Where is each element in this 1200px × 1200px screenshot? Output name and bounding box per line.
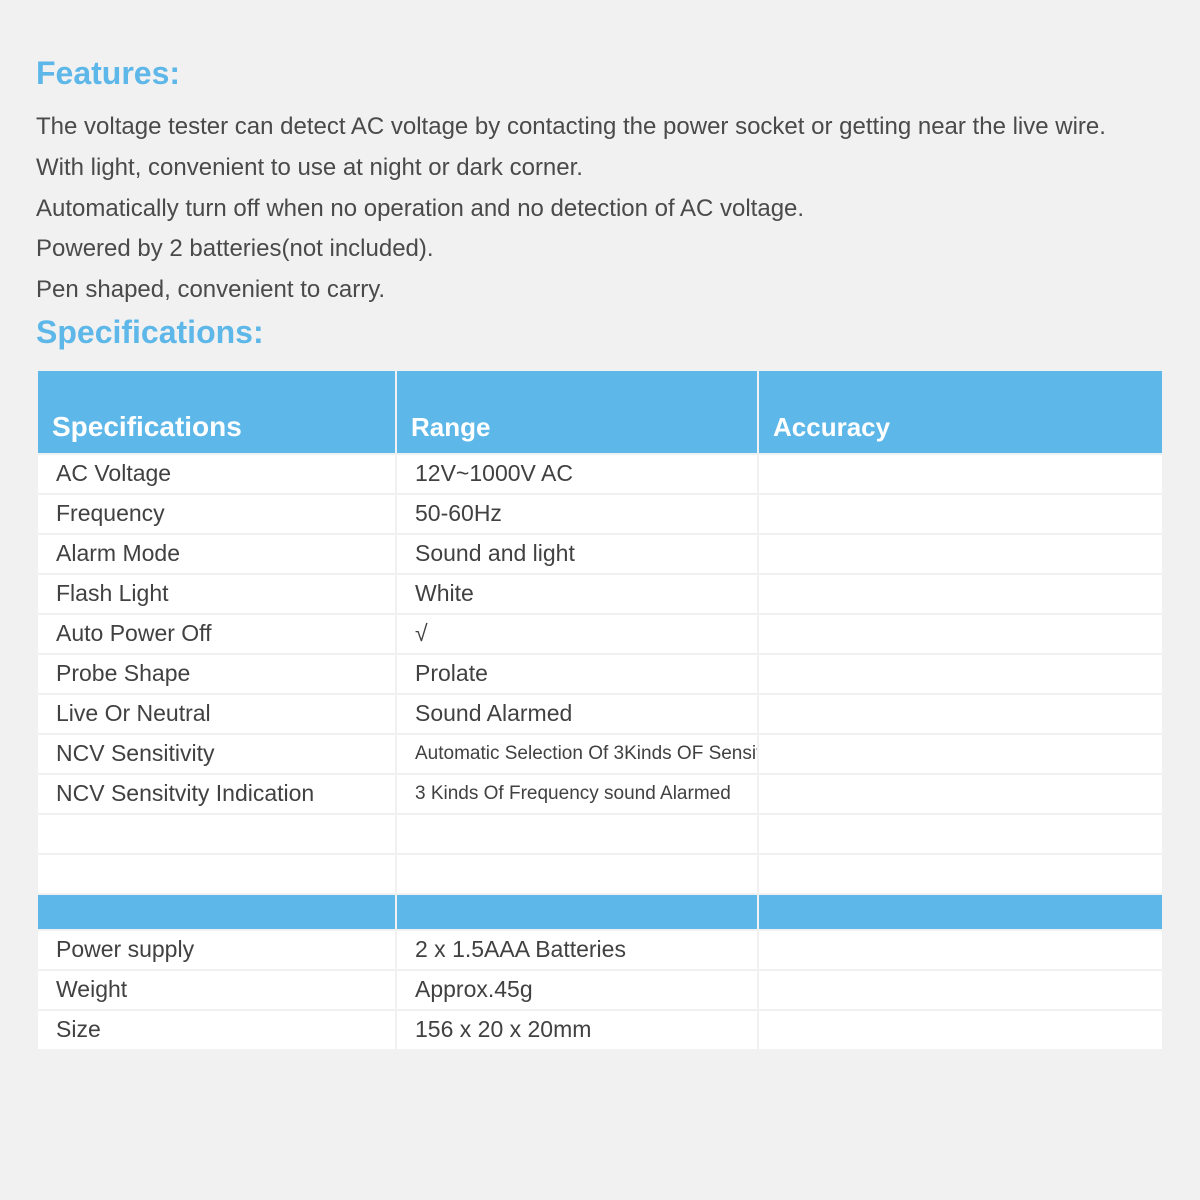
table-row: Auto Power Off √: [38, 615, 1162, 653]
col-accuracy: Accuracy: [759, 371, 1162, 453]
cell-spec: AC Voltage: [38, 455, 395, 493]
feature-line: With light, convenient to use at night o…: [36, 151, 1164, 186]
cell-spec: Frequency: [38, 495, 395, 533]
cell-accuracy: [759, 931, 1162, 969]
feature-line: Pen shaped, convenient to carry.: [36, 273, 1164, 308]
cell-accuracy: [759, 971, 1162, 1009]
table-row: AC Voltage 12V~1000V AC: [38, 455, 1162, 493]
feature-line: Automatically turn off when no operation…: [36, 192, 1164, 227]
cell-range: [397, 815, 757, 853]
cell-spec: Alarm Mode: [38, 535, 395, 573]
table-row: Size 156 x 20 x 20mm: [38, 1011, 1162, 1049]
feature-line: The voltage tester can detect AC voltage…: [36, 110, 1164, 145]
cell-spec: Power supply: [38, 931, 395, 969]
specifications-heading: Specifications:: [36, 314, 1164, 351]
cell-spec: [38, 815, 395, 853]
cell-range: White: [397, 575, 757, 613]
cell-range: Prolate: [397, 655, 757, 693]
table-row: NCV Sensitvity Indication 3 Kinds Of Fre…: [38, 775, 1162, 813]
cell-accuracy: [759, 855, 1162, 893]
cell-range: 12V~1000V AC: [397, 455, 757, 493]
cell-accuracy: [759, 655, 1162, 693]
cell-range: Sound and light: [397, 535, 757, 573]
cell-range: 156 x 20 x 20mm: [397, 1011, 757, 1049]
cell-accuracy: [759, 815, 1162, 853]
table-row: Live Or Neutral Sound Alarmed: [38, 695, 1162, 733]
table-row: Power supply 2 x 1.5AAA Batteries: [38, 931, 1162, 969]
product-spec-page: Features: The voltage tester can detect …: [0, 0, 1200, 1051]
cell-accuracy: [759, 615, 1162, 653]
table-row: NCV Sensitivity Automatic Selection Of 3…: [38, 735, 1162, 773]
cell-range: 2 x 1.5AAA Batteries: [397, 931, 757, 969]
cell-spec: Weight: [38, 971, 395, 1009]
table-row: Frequency 50-60Hz: [38, 495, 1162, 533]
cell-spec: Live Or Neutral: [38, 695, 395, 733]
cell-accuracy: [759, 735, 1162, 773]
cell-accuracy: [759, 495, 1162, 533]
table-row: Alarm Mode Sound and light: [38, 535, 1162, 573]
table-row: Flash Light White: [38, 575, 1162, 613]
cell-accuracy: [759, 535, 1162, 573]
table-row: [38, 855, 1162, 893]
table-row: Weight Approx.45g: [38, 971, 1162, 1009]
table-row: Probe Shape Prolate: [38, 655, 1162, 693]
separator-cell: [397, 895, 757, 929]
feature-line: Powered by 2 batteries(not included).: [36, 232, 1164, 267]
cell-range: Sound Alarmed: [397, 695, 757, 733]
separator-cell: [38, 895, 395, 929]
cell-spec: [38, 855, 395, 893]
cell-spec: Size: [38, 1011, 395, 1049]
cell-range: 3 Kinds Of Frequency sound Alarmed: [397, 775, 757, 813]
separator-cell: [759, 895, 1162, 929]
features-list: The voltage tester can detect AC voltage…: [36, 110, 1164, 308]
cell-accuracy: [759, 695, 1162, 733]
table-header-row: Specifications Range Accuracy: [38, 371, 1162, 453]
cell-range: √: [397, 615, 757, 653]
specifications-table: Specifications Range Accuracy AC Voltage…: [36, 369, 1164, 1051]
cell-range: Automatic Selection Of 3Kinds OF Sensiti…: [397, 735, 757, 773]
table-separator: [38, 895, 1162, 929]
cell-spec: NCV Sensitivity: [38, 735, 395, 773]
col-range: Range: [397, 371, 757, 453]
table-row: [38, 815, 1162, 853]
cell-spec: Probe Shape: [38, 655, 395, 693]
cell-accuracy: [759, 455, 1162, 493]
features-heading: Features:: [36, 55, 1164, 92]
cell-accuracy: [759, 575, 1162, 613]
cell-range: Approx.45g: [397, 971, 757, 1009]
cell-spec: NCV Sensitvity Indication: [38, 775, 395, 813]
cell-spec: Flash Light: [38, 575, 395, 613]
cell-accuracy: [759, 1011, 1162, 1049]
cell-range: [397, 855, 757, 893]
col-specifications: Specifications: [38, 371, 395, 453]
cell-spec: Auto Power Off: [38, 615, 395, 653]
cell-accuracy: [759, 775, 1162, 813]
cell-range: 50-60Hz: [397, 495, 757, 533]
